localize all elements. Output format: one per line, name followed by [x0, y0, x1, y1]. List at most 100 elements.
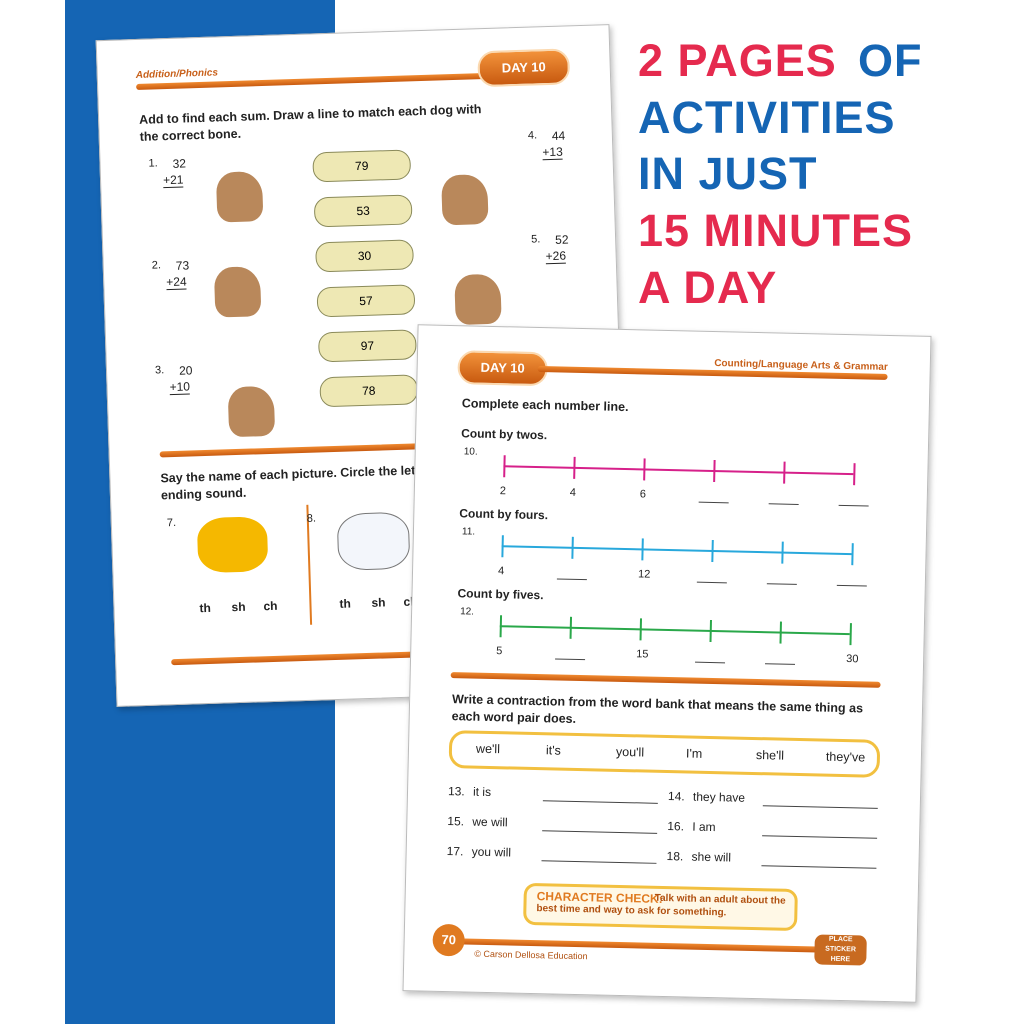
answer-blank	[768, 503, 799, 505]
tick	[849, 623, 852, 646]
problem-number: 4.	[527, 129, 538, 142]
item-number: 8.	[306, 512, 317, 525]
number-line	[501, 545, 852, 556]
tick	[503, 455, 506, 478]
tick	[573, 456, 576, 479]
headline-text: OF	[858, 35, 923, 86]
item-text: you will	[471, 844, 512, 860]
addend: 20	[178, 363, 193, 378]
bone: 53	[313, 194, 413, 228]
addend: +26	[545, 248, 567, 265]
day-badge: DAY 10	[457, 350, 549, 387]
tick-value: 12	[637, 568, 651, 581]
instruction: Complete each number line.	[461, 396, 629, 415]
bank-word: I'm	[685, 746, 703, 761]
bone: 79	[312, 149, 412, 183]
answer-blank	[542, 830, 658, 834]
item-number: 12.	[459, 606, 475, 618]
answer-blank	[766, 583, 797, 585]
tick	[569, 616, 573, 639]
tick	[713, 460, 716, 483]
tick	[499, 615, 503, 638]
answer-blank	[542, 800, 658, 804]
bone: 57	[316, 284, 416, 318]
answer-blank	[695, 661, 726, 664]
tick-value: 4	[497, 565, 505, 578]
addend: 52	[554, 232, 569, 247]
headline-text: 2 PAGES	[638, 35, 837, 86]
choice: sh	[231, 599, 246, 615]
choice: th	[199, 600, 212, 616]
check-text: Talk with an adult about the best time a…	[536, 892, 786, 919]
dog-picture	[213, 266, 262, 318]
bank-word: she'll	[755, 748, 785, 763]
character-check: CHARACTER CHECK: Talk with an adult about…	[523, 882, 798, 932]
answer-blank	[556, 578, 587, 581]
bank-word: it's	[545, 743, 562, 758]
bank-word: they've	[825, 749, 866, 765]
dog-picture	[441, 174, 489, 226]
addend: 32	[172, 156, 187, 171]
number-line	[499, 625, 850, 636]
answer-blank	[541, 860, 657, 864]
addend: 44	[551, 128, 566, 143]
tick	[781, 541, 784, 564]
line-label: Count by twos.	[461, 426, 548, 443]
headline-text: A DAY	[638, 262, 778, 313]
tick	[641, 538, 644, 561]
addend: +10	[169, 379, 191, 396]
headline-text: 15 MINUTES	[638, 205, 914, 256]
instruction: ending sound.	[160, 485, 247, 503]
item-number: 7.	[166, 516, 177, 530]
item-text: they have	[692, 789, 746, 805]
tick	[571, 536, 574, 559]
item-text: I am	[692, 819, 716, 835]
answer-blank	[762, 835, 878, 839]
bank-word: we'll	[475, 741, 501, 757]
line-label: Count by fives.	[457, 586, 544, 603]
tick-value: 5	[496, 645, 503, 658]
tick-value: 15	[636, 648, 649, 661]
tick-value: 2	[499, 485, 507, 498]
item-number: 17.	[446, 844, 464, 859]
instruction: Say the name of each picture. Circle the…	[160, 462, 432, 486]
bone: 78	[319, 374, 419, 408]
answer-blank	[696, 581, 727, 584]
line-label: Count by fours.	[459, 506, 549, 523]
addend: 73	[175, 258, 190, 273]
sticker: PLACE STICKER HERE	[814, 934, 867, 966]
tick-value: 6	[639, 488, 647, 501]
headline-text: IN JUST	[638, 148, 818, 199]
dog-picture	[454, 273, 502, 326]
item-number: 18.	[666, 849, 684, 864]
tick	[851, 543, 854, 566]
item-number: 15.	[447, 814, 465, 829]
item-text: it is	[472, 784, 492, 800]
dog-picture	[215, 171, 264, 223]
headline-text: ACTIVITIES	[638, 92, 896, 143]
choice: ch	[263, 598, 278, 614]
problem-number: 3.	[154, 364, 165, 377]
tick-value: 4	[569, 486, 577, 499]
addend: +21	[162, 172, 184, 189]
dog-picture	[227, 385, 276, 438]
tick	[779, 621, 782, 644]
addend: +24	[166, 274, 187, 291]
problem-number: 1.	[148, 157, 158, 170]
page-number: 70	[432, 923, 466, 957]
answer-blank	[761, 865, 877, 869]
tick	[783, 461, 786, 484]
answer-blank	[838, 504, 869, 507]
instruction: Add to find each sum. Draw a line to mat…	[138, 102, 482, 144]
item-text: she will	[691, 849, 732, 865]
tick	[643, 458, 646, 481]
item-number: 10.	[463, 446, 478, 458]
section-subject: Addition/Phonics	[135, 67, 219, 81]
number-line	[503, 465, 854, 476]
front-page: DAY 10 Counting/Language Arts & Grammar Co…	[402, 324, 932, 1003]
problem-number: 2.	[151, 259, 162, 272]
answer-blank	[762, 805, 878, 809]
item-number: 14.	[667, 789, 685, 804]
bone: 97	[317, 329, 417, 363]
